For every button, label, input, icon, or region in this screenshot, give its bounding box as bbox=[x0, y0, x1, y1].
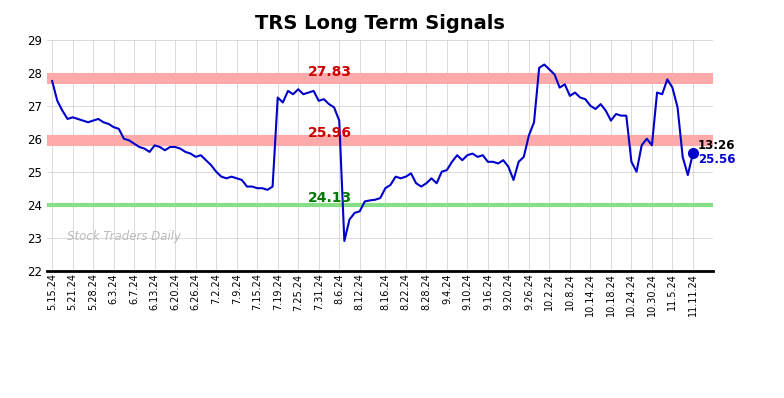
Text: 25.96: 25.96 bbox=[308, 127, 352, 140]
Text: 13:26: 13:26 bbox=[698, 139, 735, 152]
Text: Stock Traders Daily: Stock Traders Daily bbox=[67, 230, 181, 243]
Title: TRS Long Term Signals: TRS Long Term Signals bbox=[256, 14, 505, 33]
Text: 27.83: 27.83 bbox=[308, 65, 352, 79]
Text: 24.13: 24.13 bbox=[308, 191, 352, 205]
Text: 25.56: 25.56 bbox=[698, 153, 735, 166]
